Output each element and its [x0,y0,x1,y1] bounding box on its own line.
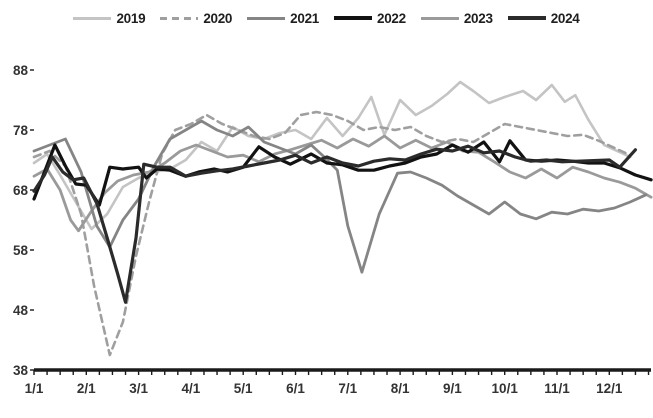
legend-label: 2021 [290,10,319,26]
legend-label: 2020 [203,10,233,26]
x-tick-label: 6/1 [286,381,305,396]
y-tick-label: 38 [13,363,29,378]
legend-item-2022: 2022 [334,11,406,26]
series-line-2020 [32,110,632,357]
legend-line-swatch [334,16,372,20]
legend-line-swatch [73,16,112,20]
legend-line-swatch [247,16,286,20]
legend-label: 2019 [116,10,146,26]
y-tick-label: 78 [13,123,29,138]
y-tick-label: 88 [13,63,29,78]
series-line-2024 [32,144,638,304]
legend-line-swatch [420,16,459,20]
legend-line-swatch [160,16,199,20]
y-axis: 38 48 58 68 78 88 [13,63,34,378]
y-tick-label: 48 [13,303,29,318]
y-tick-label: 58 [13,243,29,258]
legend-label: 2023 [463,10,493,26]
x-tick-label: 8/1 [391,381,410,396]
legend-label: 2022 [377,10,406,26]
x-tick-label: 12/1 [596,381,623,396]
x-tick-label: 7/1 [338,381,357,396]
series-line-2021 [32,119,648,274]
x-tick-label: 4/1 [182,381,201,396]
chart-legend: 2019 2020 2021 2022 2023 2024 [0,5,653,31]
legend-label: 2024 [550,10,580,26]
legend-line-swatch [507,16,546,20]
x-tick-label: 9/1 [443,381,462,396]
x-tick-label: 11/1 [544,381,570,396]
legend-item-2021: 2021 [247,11,319,26]
legend-item-2019: 2019 [73,10,146,26]
x-tick-label: 10/1 [492,381,519,396]
x-tick-label: 2/1 [77,381,96,396]
x-tick-label: 5/1 [234,381,253,396]
legend-item-2023: 2023 [420,10,493,26]
x-tick-label: 1/1 [25,381,44,396]
x-tick-label: 3/1 [129,381,148,396]
legend-item-2024: 2024 [507,10,580,26]
legend-item-2020: 2020 [160,11,232,26]
x-axis: 1/1 2/1 3/1 4/1 5/1 6/1 7/1 8/1 9/1 10/1 11/1 12/1 [25,368,651,396]
series-line-2023 [32,134,653,233]
y-tick-label: 68 [13,183,29,198]
series-line-2019 [32,80,632,231]
